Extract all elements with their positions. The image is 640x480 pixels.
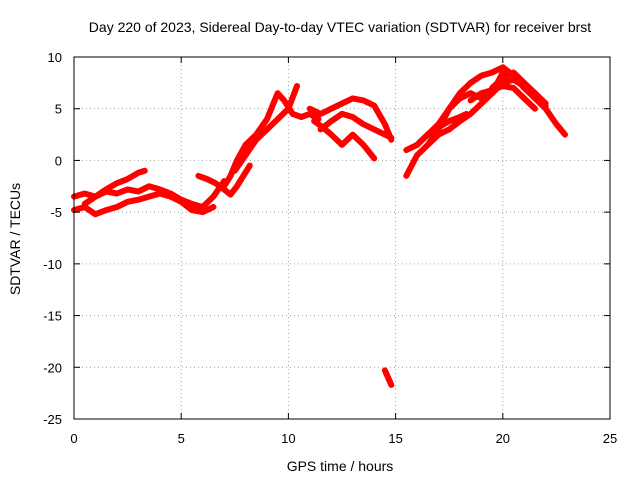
y-tick-label: -15 bbox=[43, 309, 62, 324]
series-track-13 bbox=[424, 69, 506, 148]
plot-frame bbox=[73, 56, 611, 420]
x-tick-labels: 0 5 10 15 20 25 bbox=[70, 431, 617, 446]
x-tick-label: 25 bbox=[603, 431, 617, 446]
x-tick-label: 10 bbox=[281, 431, 295, 446]
grid-lines bbox=[74, 57, 610, 419]
series-track-4 bbox=[195, 162, 253, 198]
y-tick-label: 0 bbox=[55, 153, 62, 168]
y-tick-label: 10 bbox=[48, 50, 62, 65]
series-track-7 bbox=[306, 95, 395, 143]
y-tick-labels: -25 -20 -15 -10 -5 0 5 10 bbox=[43, 50, 62, 427]
x-tick-label: 0 bbox=[70, 431, 77, 446]
y-tick-label: -20 bbox=[43, 360, 62, 375]
series-track-15 bbox=[467, 83, 538, 112]
series-track-16 bbox=[489, 69, 549, 110]
series-track-3 bbox=[81, 167, 148, 207]
series-track-9 bbox=[317, 110, 395, 141]
x-axis-label: GPS time / hours bbox=[287, 458, 394, 474]
series-layer bbox=[71, 64, 568, 388]
x-tick-label: 15 bbox=[388, 431, 402, 446]
x-tick-label: 5 bbox=[178, 431, 185, 446]
y-tick-label: -10 bbox=[43, 257, 62, 272]
series-track-10 bbox=[381, 367, 395, 388]
series-track-5 bbox=[221, 90, 322, 190]
series-track-6 bbox=[231, 83, 300, 174]
series-track-2 bbox=[71, 190, 217, 218]
y-axis-label: SDTVAR / TECUs bbox=[7, 183, 23, 295]
series-track-11 bbox=[403, 64, 568, 179]
y-tick-label: 5 bbox=[55, 102, 62, 117]
y-tick-label: -5 bbox=[50, 205, 62, 220]
y-tick-label: -25 bbox=[43, 412, 62, 427]
series-track-14 bbox=[403, 110, 470, 154]
x-tick-label: 20 bbox=[496, 431, 510, 446]
axis-ticks bbox=[73, 56, 611, 420]
chart-title: Day 220 of 2023, Sidereal Day-to-day VTE… bbox=[89, 19, 591, 35]
